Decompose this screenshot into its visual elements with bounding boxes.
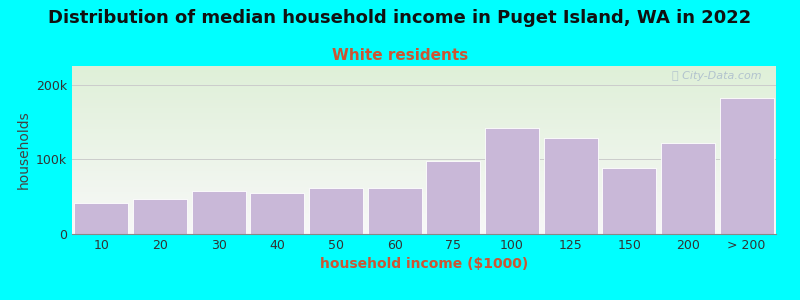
Text: Distribution of median household income in Puget Island, WA in 2022: Distribution of median household income … (48, 9, 752, 27)
Bar (485, 128, 539, 234)
Bar (192, 191, 246, 234)
Y-axis label: households: households (17, 111, 30, 189)
Bar (661, 143, 715, 234)
Bar (309, 188, 363, 234)
Bar (368, 188, 422, 234)
Bar (133, 199, 187, 234)
Bar (74, 202, 128, 234)
Bar (426, 161, 480, 234)
X-axis label: household income ($1000): household income ($1000) (320, 257, 528, 272)
Bar (250, 193, 304, 234)
Bar (720, 98, 774, 234)
Bar (544, 138, 598, 234)
Text: ⓘ City-Data.com: ⓘ City-Data.com (672, 71, 762, 81)
Text: White residents: White residents (332, 48, 468, 63)
Bar (602, 168, 656, 234)
